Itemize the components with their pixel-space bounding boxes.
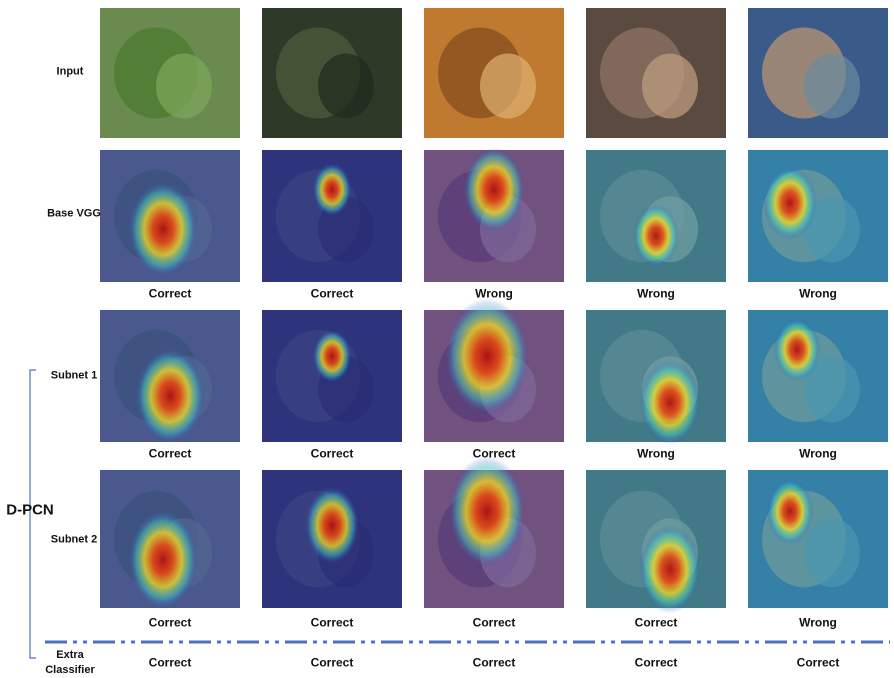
image-cell (100, 470, 240, 610)
result-label: Correct (310, 446, 354, 461)
heat-spot (639, 525, 701, 614)
heat-overlay (748, 310, 888, 442)
heat-spot (448, 456, 526, 567)
row-label: Extra Classifier (45, 649, 95, 676)
result-label: Wrong (475, 286, 513, 301)
image-cell (100, 310, 240, 444)
image-cell (586, 8, 726, 138)
result-label: Correct (472, 615, 516, 630)
result-label: Correct (148, 615, 192, 630)
result-label: Correct (472, 655, 516, 670)
image-cell (100, 150, 240, 282)
image-cell (748, 150, 888, 282)
result-label: Wrong (637, 286, 675, 301)
row-label: Input (56, 65, 84, 78)
image-cell (262, 150, 402, 282)
heat-spot (128, 510, 198, 610)
image-cell (100, 8, 240, 138)
image-detail (804, 53, 860, 119)
row-label: Base VGG (47, 207, 101, 220)
heat-spot (766, 478, 814, 545)
result-label: Correct (310, 615, 354, 630)
heat-spot (135, 348, 205, 444)
heat-spot (639, 360, 701, 445)
image-cell (586, 470, 726, 614)
image-cell (262, 310, 402, 442)
heat-spot (763, 165, 817, 240)
result-label: Correct (796, 655, 840, 670)
result-label: Correct (472, 446, 516, 461)
group-bracket (29, 369, 36, 659)
heat-spot (632, 204, 680, 268)
image-cell (262, 470, 402, 608)
result-label: Wrong (637, 446, 675, 461)
heat-spot (773, 317, 821, 382)
image-cell (748, 8, 888, 138)
image-cell (424, 147, 564, 282)
image-cell (748, 470, 888, 608)
heat-spot (312, 163, 352, 217)
row-label: Subnet 1 (50, 369, 98, 382)
result-label: Wrong (799, 615, 837, 630)
image-cell (748, 310, 888, 442)
image-cell (586, 150, 726, 282)
image-cell (262, 8, 402, 138)
image-cell (424, 8, 564, 138)
result-label: Wrong (799, 286, 837, 301)
result-label: Correct (148, 286, 192, 301)
image-cell (586, 310, 726, 445)
image-cell (424, 456, 564, 608)
result-label: Correct (634, 655, 678, 670)
heat-spot (444, 298, 530, 415)
image-cell (424, 298, 564, 442)
result-label: Correct (148, 446, 192, 461)
heat-spot (128, 181, 198, 277)
row-label: Subnet 2 (50, 533, 98, 546)
image-detail (642, 53, 698, 119)
heat-spot (305, 486, 359, 564)
image-detail (318, 53, 374, 119)
result-label: Wrong (799, 446, 837, 461)
heat-spot (312, 329, 352, 383)
result-label: Correct (310, 655, 354, 670)
heat-overlay (748, 470, 888, 608)
image-detail (480, 53, 536, 119)
result-label: Correct (634, 615, 678, 630)
result-label: Correct (148, 655, 192, 670)
heat-spot (463, 147, 525, 232)
image-detail (156, 53, 212, 119)
result-label: Correct (310, 286, 354, 301)
group-label: D-PCN (6, 501, 54, 519)
